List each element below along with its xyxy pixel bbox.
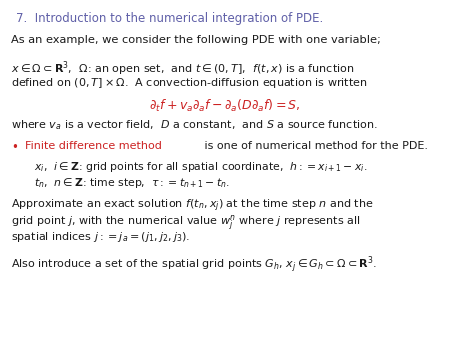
Text: grid point $j$, with the numerical value $w_j^n$ where $j$ represents all: grid point $j$, with the numerical value… xyxy=(11,214,361,233)
Text: where $v_a$ is a vector field,  $D$ a constant,  and $S$ a source function.: where $v_a$ is a vector field, $D$ a con… xyxy=(11,118,378,132)
Text: $t_n$,  $n \in \mathbf{Z}$: time step,  $\tau := t_{n+1} - t_n$.: $t_n$, $n \in \mathbf{Z}$: time step, $\… xyxy=(34,176,230,190)
Text: spatial indices $j := j_a = (j_1, j_2, j_3)$.: spatial indices $j := j_a = (j_1, j_2, j… xyxy=(11,230,190,244)
Text: is one of numerical method for the PDE.: is one of numerical method for the PDE. xyxy=(201,141,428,151)
Text: $x \in \Omega \subset \mathbf{R}^3$,  $\Omega$: an open set,  and $t \in (0, T]$: $x \in \Omega \subset \mathbf{R}^3$, $\O… xyxy=(11,59,355,78)
Text: As an example, we consider the following PDE with one variable;: As an example, we consider the following… xyxy=(11,35,381,46)
Text: $\partial_t f + v_a \partial_a f - \partial_a(D\partial_a f) = S,$: $\partial_t f + v_a \partial_a f - \part… xyxy=(149,98,301,114)
Text: 7.  Introduction to the numerical integration of PDE.: 7. Introduction to the numerical integra… xyxy=(16,12,323,25)
Text: $x_i$,  $i \in \mathbf{Z}$: grid points for all spatial coordinate,  $h := x_{i+: $x_i$, $i \in \mathbf{Z}$: grid points f… xyxy=(34,160,367,174)
Text: defined on $(0, T] \times \Omega$.  A convection-diffusion equation is written: defined on $(0, T] \times \Omega$. A con… xyxy=(11,76,368,90)
Text: Also introduce a set of the spatial grid points $G_h$, $x_j \in G_h \subset \Ome: Also introduce a set of the spatial grid… xyxy=(11,254,377,275)
Text: Approximate an exact solution $f(t_n, x_j)$ at the time step $n$ and the: Approximate an exact solution $f(t_n, x_… xyxy=(11,198,374,214)
Text: •: • xyxy=(11,141,18,154)
Text: Finite difference method: Finite difference method xyxy=(25,141,162,151)
